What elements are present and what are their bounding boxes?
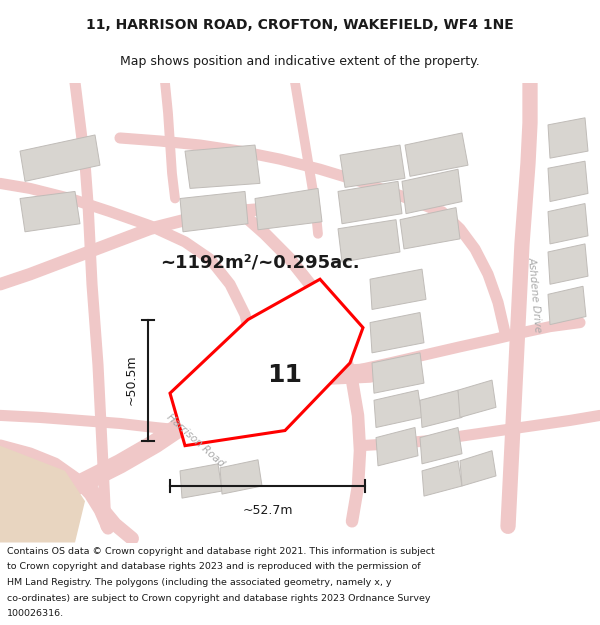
Text: HM Land Registry. The polygons (including the associated geometry, namely x, y: HM Land Registry. The polygons (includin… xyxy=(7,578,392,587)
Polygon shape xyxy=(370,269,426,309)
Text: 11: 11 xyxy=(268,363,302,387)
Polygon shape xyxy=(458,380,496,418)
Polygon shape xyxy=(548,161,588,201)
Polygon shape xyxy=(420,428,462,464)
Text: ~52.7m: ~52.7m xyxy=(242,504,293,517)
Text: 11, HARRISON ROAD, CROFTON, WAKEFIELD, WF4 1NE: 11, HARRISON ROAD, CROFTON, WAKEFIELD, W… xyxy=(86,18,514,32)
Text: ~1192m²/~0.295ac.: ~1192m²/~0.295ac. xyxy=(160,253,359,271)
Polygon shape xyxy=(548,204,588,244)
Polygon shape xyxy=(255,188,322,230)
Polygon shape xyxy=(20,191,80,232)
Text: Contains OS data © Crown copyright and database right 2021. This information is : Contains OS data © Crown copyright and d… xyxy=(7,547,435,556)
Polygon shape xyxy=(370,312,424,353)
Polygon shape xyxy=(548,286,586,324)
Text: ~50.5m: ~50.5m xyxy=(125,355,138,406)
Polygon shape xyxy=(420,390,462,428)
Polygon shape xyxy=(20,135,100,181)
Polygon shape xyxy=(180,191,248,232)
Polygon shape xyxy=(372,353,424,393)
Text: to Crown copyright and database rights 2023 and is reproduced with the permissio: to Crown copyright and database rights 2… xyxy=(7,562,421,571)
Text: Ashdene Drive: Ashdene Drive xyxy=(527,256,543,332)
Polygon shape xyxy=(220,460,262,494)
Polygon shape xyxy=(338,181,402,224)
Polygon shape xyxy=(548,244,588,284)
Polygon shape xyxy=(548,118,588,158)
Polygon shape xyxy=(405,133,468,176)
Text: 100026316.: 100026316. xyxy=(7,609,64,618)
Polygon shape xyxy=(402,169,462,214)
Polygon shape xyxy=(180,464,222,498)
Polygon shape xyxy=(460,451,496,486)
Polygon shape xyxy=(185,145,260,188)
Text: co-ordinates) are subject to Crown copyright and database rights 2023 Ordnance S: co-ordinates) are subject to Crown copyr… xyxy=(7,594,431,602)
Polygon shape xyxy=(376,428,418,466)
Polygon shape xyxy=(0,446,85,542)
Text: Harrison Road: Harrison Road xyxy=(164,412,226,469)
Text: Map shows position and indicative extent of the property.: Map shows position and indicative extent… xyxy=(120,56,480,68)
Polygon shape xyxy=(422,461,462,496)
Polygon shape xyxy=(338,220,400,262)
Polygon shape xyxy=(400,208,460,249)
Polygon shape xyxy=(374,390,422,428)
Polygon shape xyxy=(340,145,405,188)
Polygon shape xyxy=(170,279,363,446)
